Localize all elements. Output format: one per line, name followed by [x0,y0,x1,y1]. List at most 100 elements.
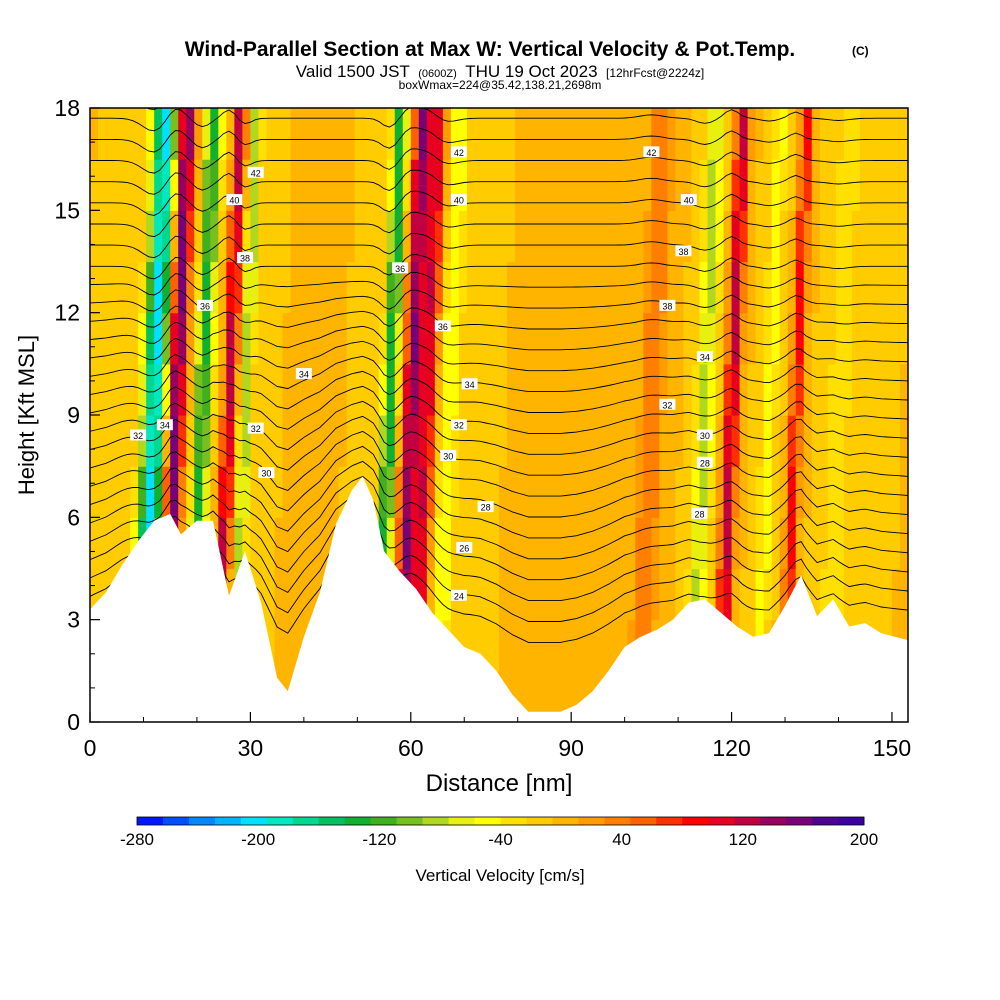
w-cell [226,466,235,518]
theta-contour [90,289,908,312]
w-cell [667,415,677,467]
w-cell [146,261,155,314]
w-cell [667,210,677,263]
w-cell [755,415,765,467]
w-cell [234,363,243,416]
w-cell [362,363,372,416]
w-cell [186,415,195,467]
contour-label-text: 24 [454,591,464,601]
w-cell [787,261,797,314]
colorbar-swatch [838,817,865,825]
w-cell [571,670,580,722]
w-cell [747,568,757,621]
w-cell [282,568,292,621]
w-cell [867,261,877,314]
w-cell [699,108,709,160]
colorbar-swatch [500,817,527,825]
w-cell [98,568,107,621]
w-cell [563,619,572,672]
w-cell [138,159,147,211]
w-cell [755,108,765,160]
w-cell [835,363,845,416]
w-cell [619,210,628,263]
w-cell [667,363,677,416]
w-cell [242,312,251,365]
w-cell [819,466,829,518]
w-cell [563,466,572,518]
w-cell [266,466,276,518]
contour-label-bg [196,299,213,311]
w-cell [90,517,99,570]
w-cell [891,159,901,211]
w-cell [90,261,99,314]
w-cell [466,261,476,314]
w-cell [402,159,412,211]
w-cell [266,261,276,314]
w-cell [555,108,564,160]
w-cell [715,210,725,263]
w-cell [242,363,251,416]
w-cell [282,210,292,263]
w-cell [122,312,131,365]
contour-label-bg [156,419,173,431]
w-cell [691,363,701,416]
w-cell [603,466,612,518]
w-cell [394,312,404,365]
contour-label: 30 [258,466,275,478]
w-cell [547,517,556,570]
w-cell [659,312,669,365]
w-cell [170,261,179,314]
w-cell [507,261,516,314]
contour-label-text: 32 [662,400,672,410]
w-cell [803,210,813,263]
w-cell [418,159,428,211]
w-cell [851,415,861,467]
w-cell [314,363,324,416]
w-cell [827,108,837,160]
w-cell [258,108,268,160]
w-cell [675,261,685,314]
w-cell [619,415,628,467]
w-cell [306,466,316,518]
theta-contour [90,190,908,216]
w-cell [194,159,203,211]
w-cell [843,568,853,621]
w-cell [186,466,195,518]
w-cell [635,568,644,621]
w-cell [290,466,300,518]
w-cell [306,108,316,160]
w-cell [306,159,316,211]
w-cell [851,568,861,621]
contour-label-bg [450,194,467,206]
w-cell [731,312,741,365]
w-cell [891,415,901,467]
w-cell [410,466,420,518]
w-cell [210,312,219,365]
w-cell [162,108,171,160]
w-cell [739,108,749,160]
y-tick-label: 6 [67,504,80,530]
w-cell [234,108,243,160]
contour-label-bg [691,507,708,519]
w-cell [643,210,652,263]
w-cell [370,108,380,160]
w-cell [563,415,572,467]
w-cell [667,517,677,570]
w-cell [611,363,620,416]
w-cell [747,159,757,211]
w-cell [130,210,139,263]
w-cell [98,108,107,160]
contour-label-text: 28 [694,509,704,519]
w-cell [490,517,500,570]
w-cell [410,363,420,416]
w-cell [154,210,163,263]
w-cell [667,466,677,518]
contour-label-bg [696,429,713,441]
w-cell [442,312,452,365]
w-cell [507,108,516,160]
w-cell [450,363,460,416]
w-cell [442,261,452,314]
w-cell [122,261,131,314]
w-cell [651,261,660,314]
w-cell [434,466,444,518]
